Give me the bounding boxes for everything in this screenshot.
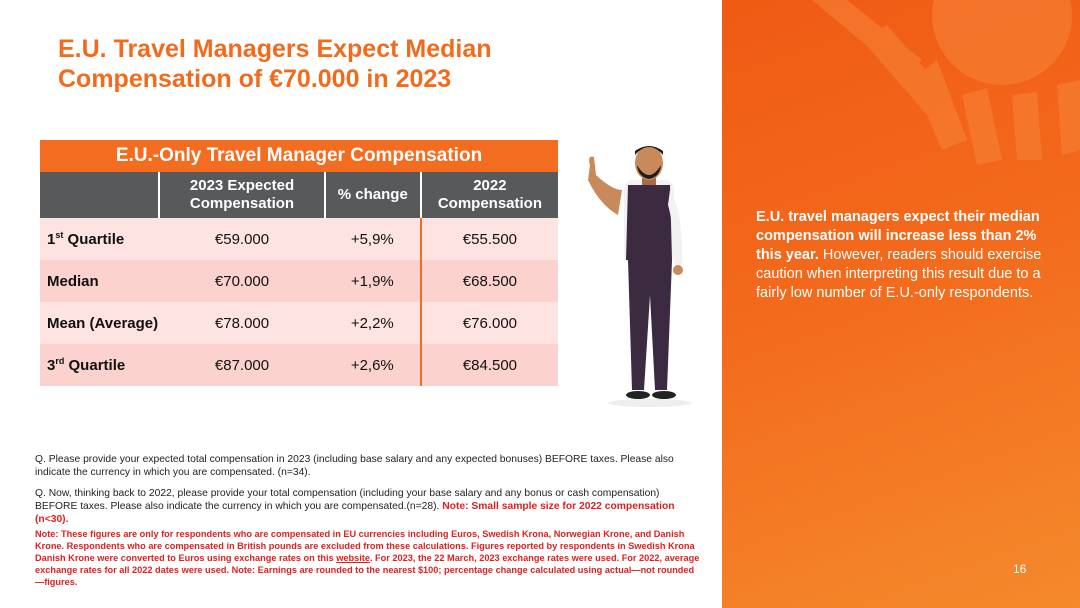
note-link[interactable]: website xyxy=(336,553,370,563)
row-label: Mean (Average) xyxy=(40,302,160,344)
table-cell: €59.000 xyxy=(159,218,325,260)
row-label-text: 3 xyxy=(47,357,56,374)
note-q2-text: Q. Now, thinking back to 2022, please pr… xyxy=(35,488,660,512)
sidebar-text: E.U. travel managers expect their median… xyxy=(756,208,1056,303)
header-row: 2023 Expected Compensation % change 2022… xyxy=(40,172,558,218)
table-cell: €78.000 xyxy=(159,302,325,344)
header-cell xyxy=(40,172,160,218)
side-panel xyxy=(722,0,1080,608)
row-label-text: 1 xyxy=(47,231,56,248)
note-text: . For 2023, the 22 March, 2023 exchange … xyxy=(35,553,700,587)
page-number: 16 xyxy=(1013,562,1027,576)
table-cell: +2,2% xyxy=(324,302,421,344)
table-row: Median €70.000 +1,9% €68.500 xyxy=(40,260,558,302)
row-label-text: Quartile xyxy=(68,357,126,374)
row-label-sup: rd xyxy=(55,356,65,366)
table-cell: €84.500 xyxy=(419,344,558,386)
table-row: 3rd Quartile €87.000 +2,6% €84.500 xyxy=(40,344,558,386)
table-title: E.U.-Only Travel Manager Compensation xyxy=(40,140,558,172)
sidebar-highlight: E.U. travel managers expect their median… xyxy=(756,209,1040,263)
note-q1: Q. Please provide your expected total co… xyxy=(35,454,674,478)
note-text: Note: These figures are only for respond… xyxy=(35,529,695,563)
table-cell: +1,9% xyxy=(324,260,421,302)
notes: Q. Please provide your expected total co… xyxy=(35,453,700,596)
table-row: 1st Quartile €59.000 +5,9% €55.500 xyxy=(40,218,558,260)
note-q2: Q. Now, thinking back to 2022, please pr… xyxy=(35,487,700,526)
row-label: Median xyxy=(40,260,160,302)
table-cell: €70.000 xyxy=(159,260,325,302)
header-cell: % change xyxy=(323,172,421,218)
slide-title: E.U. Travel Managers Expect Median Compe… xyxy=(58,35,492,93)
sun-decoration xyxy=(812,0,1080,165)
row-label: 1st Quartile xyxy=(40,218,160,260)
row-label-text: Median xyxy=(47,272,99,290)
row-label-sup: st xyxy=(55,230,64,240)
person-illustration xyxy=(588,146,692,407)
table-cell: €87.000 xyxy=(159,344,325,386)
table-cell: +2,6% xyxy=(324,344,421,386)
sidebar-body: However, readers should exercise caution… xyxy=(756,247,1042,301)
table-cell: €68.500 xyxy=(419,260,558,302)
table-cell: €76.000 xyxy=(419,302,558,344)
row-label: 3rd Quartile xyxy=(40,344,160,386)
header-cell: 2022 Compensation xyxy=(419,172,558,218)
row-label-text: Mean (Average) xyxy=(47,314,159,332)
table-cell: €55.500 xyxy=(419,218,558,260)
row-label-text: Quartile xyxy=(67,231,125,248)
compensation-table: E.U.-Only Travel Manager Compensation 20… xyxy=(40,140,558,386)
note-footnote: Note: These figures are only for respond… xyxy=(35,528,700,588)
note-q2-warning: Note: Small sample size for 2022 compens… xyxy=(35,501,675,525)
table-cell: +5,9% xyxy=(324,218,421,260)
table-row: Mean (Average) €78.000 +2,2% €76.000 xyxy=(40,302,558,344)
header-cell: 2023 Expected Compensation xyxy=(158,172,325,218)
